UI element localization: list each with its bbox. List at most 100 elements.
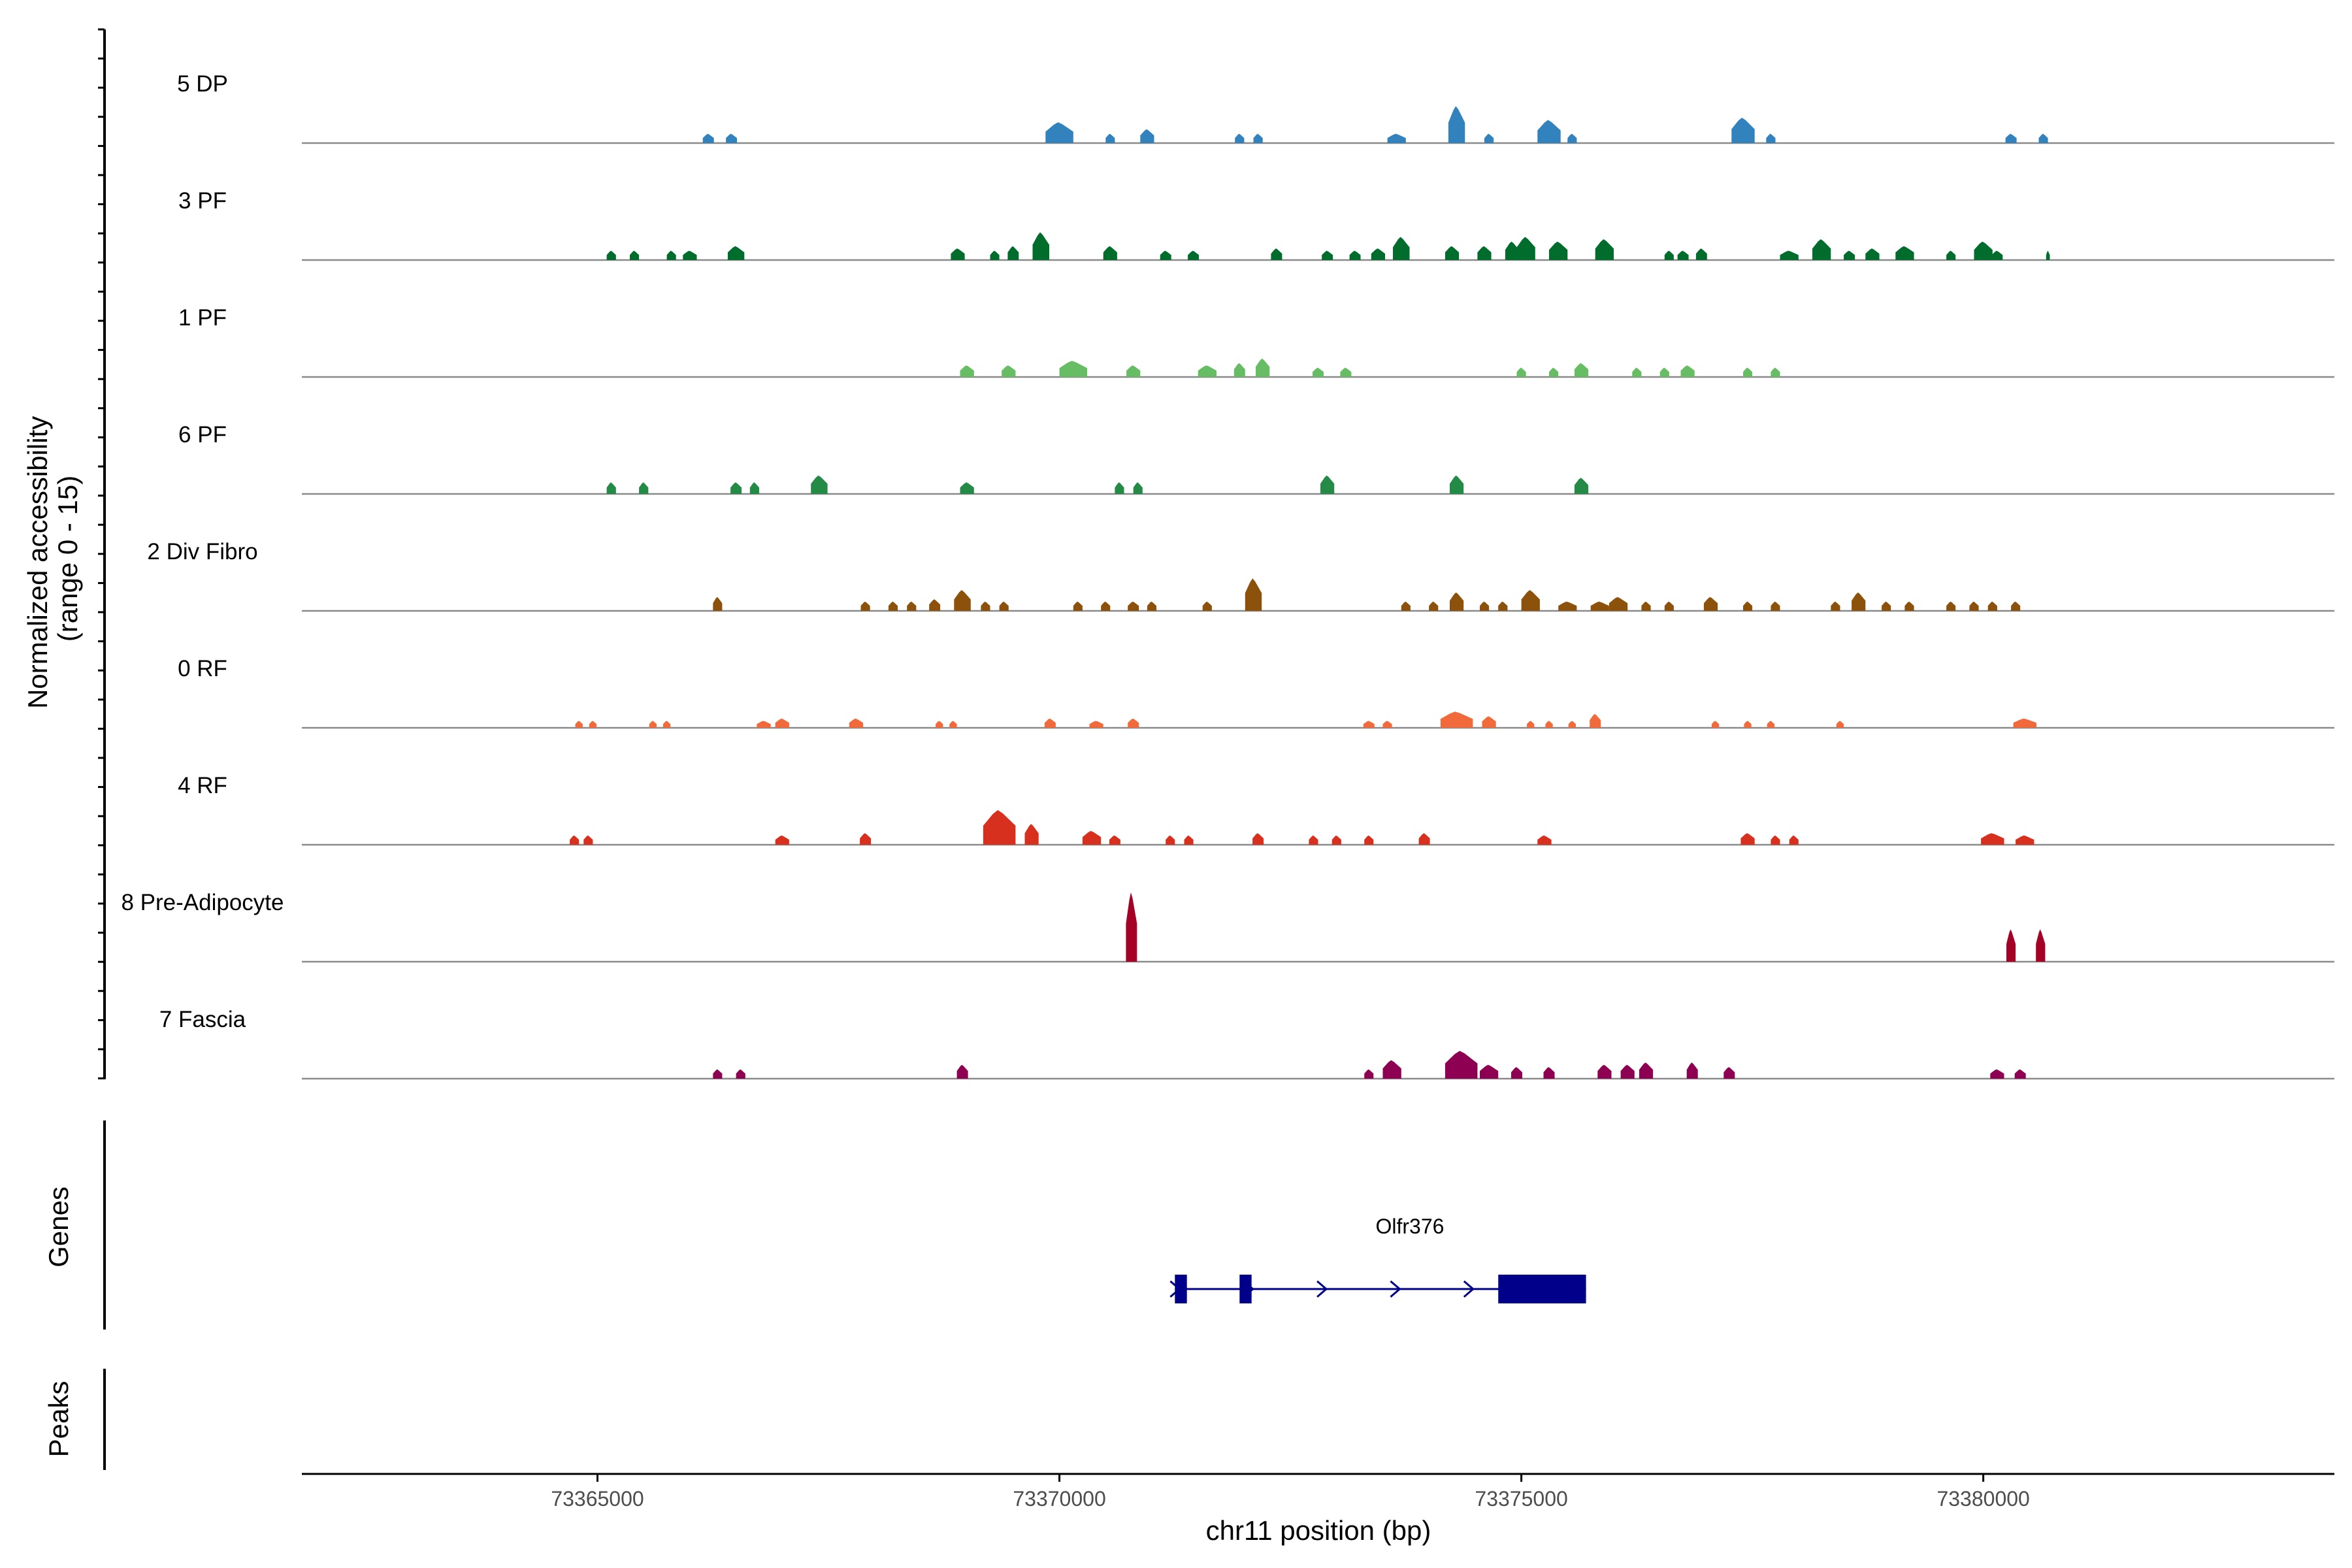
coverage-peak xyxy=(956,1064,968,1079)
x-axis-ticks: 73365000 73370000 73375000 73380000 xyxy=(551,1474,2030,1511)
coverage-peak xyxy=(1836,721,1844,728)
coverage-peak xyxy=(1007,246,1019,260)
coverage-peak xyxy=(1990,1069,2004,1079)
coverage-peak xyxy=(1766,133,1776,143)
coverage-peak xyxy=(1133,482,1143,494)
coverage-peak xyxy=(888,601,898,611)
coverage-peak xyxy=(775,718,789,728)
coverage-peak xyxy=(683,250,697,260)
coverage-peak xyxy=(2011,601,2021,611)
coverage-peak xyxy=(606,482,616,494)
x-tick-label: 73370000 xyxy=(1013,1487,1105,1511)
coverage-peak xyxy=(1498,601,1508,611)
coverage-peak xyxy=(949,721,957,728)
x-tick-label: 73380000 xyxy=(1936,1487,2029,1511)
coverage-peak xyxy=(1313,367,1324,377)
coverage-peak xyxy=(570,835,580,845)
track-9: 7 Fascia xyxy=(159,1007,2334,1080)
coverage-peak xyxy=(1445,246,1460,260)
coverage-peak xyxy=(2014,1069,2026,1079)
coverage-peak xyxy=(1549,241,1568,260)
coverage-peak xyxy=(1073,601,1083,611)
coverage-peak xyxy=(1771,367,1780,377)
coverage-peak xyxy=(936,721,943,728)
coverage-peak xyxy=(1620,1064,1635,1079)
track-label: 4 RF xyxy=(178,773,227,798)
coverage-peak xyxy=(1322,250,1333,260)
track-7: 4 RF xyxy=(178,773,2334,846)
coverage-peak xyxy=(951,248,965,260)
coverage-peak xyxy=(1482,716,1496,728)
track-6: 0 RF xyxy=(178,656,2334,729)
coverage-peak xyxy=(1549,367,1559,377)
coverage-peak xyxy=(1991,250,2003,260)
coverage-peak xyxy=(2006,929,2016,962)
coverage-peak xyxy=(1363,721,1375,728)
coverage-peak xyxy=(990,250,1000,260)
coverage-peak xyxy=(1198,365,1217,377)
coverage-peak xyxy=(1105,133,1115,143)
coverage-peak xyxy=(1126,892,1137,962)
coverage-peak xyxy=(1516,367,1526,377)
coverage-peak xyxy=(1844,250,1855,260)
coverage-peak xyxy=(630,250,640,260)
coverage-peak xyxy=(960,365,974,377)
coverage-peak xyxy=(1567,133,1577,143)
coverage-peak xyxy=(1511,1067,1522,1079)
coverage-peak xyxy=(1082,830,1102,845)
coverage-peak xyxy=(1128,601,1139,611)
coverage-peak xyxy=(1812,239,1831,260)
track-label: 8 Pre-Adipocyte xyxy=(121,890,284,915)
coverage-peak xyxy=(1987,601,1997,611)
coverage-peak xyxy=(1632,367,1642,377)
coverage-peak xyxy=(1271,248,1282,260)
coverage-peak xyxy=(1429,601,1439,611)
coverage-peak xyxy=(1140,129,1154,143)
coverage-peak xyxy=(1364,1069,1374,1079)
coverage-peak xyxy=(1780,250,1799,260)
coverage-peak xyxy=(1387,133,1406,143)
coverage-peak xyxy=(1641,601,1651,611)
coverage-peak xyxy=(1002,365,1016,377)
coverage-peak xyxy=(1865,248,1880,260)
coverage-peak xyxy=(702,133,714,143)
coverage-peak xyxy=(1659,367,1669,377)
coverage-peak xyxy=(929,599,941,611)
coverage-peak xyxy=(1743,367,1753,377)
coverage-peak xyxy=(2013,718,2036,728)
coverage-tracks: 5 DP 3 PF 1 PF 6 PF 2 Div Fibro 0 RF 4 RF 8 Pre… xyxy=(121,71,2334,1080)
coverage-peak xyxy=(1574,363,1589,377)
coverage-peak xyxy=(1516,237,1535,260)
x-axis-title: chr11 position (bp) xyxy=(1206,1515,1431,1546)
coverage-peak xyxy=(2038,133,2048,143)
gene-annotation-panel: Olfr376 xyxy=(1169,1215,1586,1303)
coverage-peak xyxy=(1527,721,1535,728)
x-tick-label: 73375000 xyxy=(1475,1487,1567,1511)
coverage-peak xyxy=(1946,601,1956,611)
track-4: 6 PF xyxy=(178,422,2334,495)
coverage-peak xyxy=(1160,250,1171,260)
coverage-peak xyxy=(1831,601,1840,611)
gene-name-label: Olfr376 xyxy=(1375,1215,1444,1238)
coverage-peak xyxy=(1147,601,1156,611)
y-axis-title-line2: (range 0 - 15) xyxy=(52,476,83,642)
coverage-peak xyxy=(1382,721,1392,728)
coverage-peak xyxy=(1981,833,2004,845)
coverage-peak xyxy=(1126,365,1141,377)
coverage-peak xyxy=(1166,835,1175,845)
coverage-peak xyxy=(1664,250,1674,260)
track-label: 3 PF xyxy=(178,188,227,214)
coverage-peak xyxy=(1450,592,1464,611)
track-8: 8 Pre-Adipocyte xyxy=(121,890,2334,963)
coverage-peak xyxy=(1484,133,1494,143)
coverage-peak xyxy=(1235,133,1245,143)
coverage-peak xyxy=(1128,718,1139,728)
coverage-peak xyxy=(1597,1064,1612,1079)
coverage-peak xyxy=(1574,478,1589,494)
coverage-peak xyxy=(639,482,649,494)
coverage-peak xyxy=(981,601,990,611)
coverage-peak xyxy=(1024,824,1039,845)
y-axis-title: Normalized accessibility (range 0 - 15) xyxy=(22,408,83,709)
track-label: 1 PF xyxy=(178,305,227,331)
